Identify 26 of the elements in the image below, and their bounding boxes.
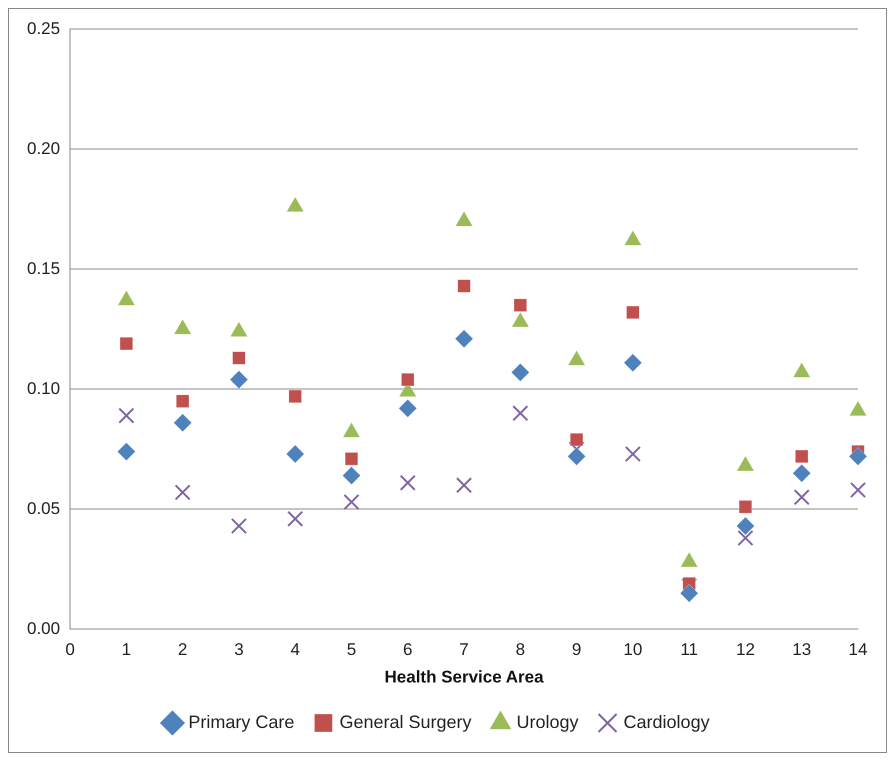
x-tick-label: 4 [290,640,300,660]
x-tick-label: 12 [736,640,755,660]
x-tick-label: 2 [178,640,188,660]
y-tick-label: 0.10 [26,378,60,398]
x-tick-label: 14 [848,640,868,660]
legend-label: Primary Care [188,712,294,732]
legend-label: Urology [516,712,579,732]
y-tick-label: 0.05 [26,498,60,518]
x-tick-label: 5 [346,640,356,660]
x-tick-label: 3 [234,640,244,660]
legend-label: General Surgery [339,712,472,732]
x-tick-label: 0 [65,640,75,660]
x-tick-label: 11 [680,640,698,660]
x-tick-label: 7 [459,640,469,660]
y-tick-label: 0.20 [26,138,60,158]
x-tick-label: 9 [572,640,582,660]
x-tick-label: 13 [792,640,812,660]
legend-label: Cardiology [624,712,710,732]
y-tick-label: 0.15 [26,258,60,278]
y-tick-label: 0.25 [26,18,60,38]
x-tick-label: 10 [623,640,642,660]
x-tick-label: 6 [403,640,412,660]
x-tick-label: 1 [122,640,132,660]
x-tick-label: 8 [516,640,526,660]
x-axis-title: Health Service Area [384,667,544,686]
y-tick-label: 0.00 [26,618,60,638]
